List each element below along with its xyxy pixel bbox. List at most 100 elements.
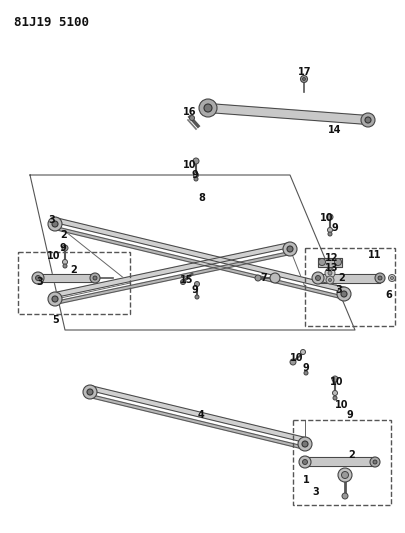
Circle shape	[369, 457, 379, 467]
Bar	[292, 420, 390, 505]
Circle shape	[311, 272, 323, 284]
Circle shape	[331, 376, 337, 382]
Circle shape	[63, 264, 67, 268]
Circle shape	[194, 177, 198, 181]
Circle shape	[189, 116, 194, 120]
Circle shape	[289, 359, 295, 365]
Circle shape	[48, 292, 62, 306]
Polygon shape	[54, 217, 345, 293]
Text: 10: 10	[47, 251, 60, 261]
Polygon shape	[89, 385, 305, 442]
Circle shape	[194, 281, 199, 287]
Circle shape	[327, 232, 331, 236]
Circle shape	[198, 99, 216, 117]
Circle shape	[300, 76, 307, 83]
Text: 9: 9	[60, 243, 66, 253]
Circle shape	[324, 268, 334, 278]
Polygon shape	[90, 394, 305, 449]
Circle shape	[303, 371, 307, 375]
Text: 6: 6	[384, 290, 391, 300]
Polygon shape	[55, 227, 345, 300]
Circle shape	[302, 77, 305, 80]
Circle shape	[377, 276, 381, 280]
Circle shape	[302, 459, 307, 464]
Text: 3: 3	[334, 285, 341, 295]
Polygon shape	[54, 243, 290, 297]
Text: 2: 2	[60, 230, 66, 240]
Circle shape	[328, 279, 331, 281]
Text: 9: 9	[331, 223, 338, 233]
Circle shape	[334, 259, 341, 265]
Circle shape	[32, 272, 44, 284]
Text: 13: 13	[324, 263, 338, 273]
Text: 5: 5	[52, 315, 59, 325]
Circle shape	[325, 276, 333, 284]
Circle shape	[193, 173, 198, 177]
Circle shape	[194, 295, 198, 299]
Text: 10: 10	[183, 160, 196, 170]
Circle shape	[300, 350, 305, 354]
Circle shape	[364, 117, 370, 123]
Text: 16: 16	[183, 107, 196, 117]
Text: 81J19 5100: 81J19 5100	[14, 16, 89, 29]
Text: 3: 3	[311, 487, 318, 497]
Text: 9: 9	[302, 363, 309, 373]
Circle shape	[297, 437, 311, 451]
Text: 14: 14	[327, 125, 341, 135]
Circle shape	[286, 246, 292, 252]
Circle shape	[301, 441, 307, 447]
Bar	[18, 252, 130, 314]
Text: 10: 10	[319, 213, 333, 223]
Circle shape	[298, 456, 310, 468]
Text: 17: 17	[297, 67, 311, 77]
Circle shape	[360, 113, 374, 127]
Text: 12: 12	[324, 253, 338, 263]
Text: 3: 3	[48, 215, 55, 225]
Circle shape	[374, 273, 384, 283]
Circle shape	[340, 291, 346, 297]
Circle shape	[203, 104, 211, 112]
Text: 8: 8	[198, 193, 205, 203]
Circle shape	[341, 472, 347, 479]
Polygon shape	[317, 273, 379, 282]
Circle shape	[341, 493, 347, 499]
Circle shape	[327, 228, 332, 232]
Circle shape	[332, 391, 337, 395]
Circle shape	[192, 158, 198, 164]
Circle shape	[52, 221, 58, 227]
Circle shape	[372, 460, 376, 464]
Circle shape	[87, 389, 93, 395]
Circle shape	[332, 396, 336, 400]
Text: 2: 2	[70, 265, 77, 275]
Circle shape	[93, 276, 97, 280]
Polygon shape	[317, 257, 341, 266]
Text: 9: 9	[192, 285, 198, 295]
Text: 9: 9	[192, 170, 198, 180]
Text: 2: 2	[347, 450, 354, 460]
Text: 4: 4	[198, 410, 204, 420]
Circle shape	[318, 259, 325, 265]
Polygon shape	[55, 252, 290, 304]
Text: 10: 10	[329, 377, 343, 387]
Polygon shape	[304, 457, 374, 466]
Text: 10: 10	[334, 400, 347, 410]
Circle shape	[62, 260, 67, 264]
Text: 9: 9	[346, 410, 353, 420]
Circle shape	[180, 279, 185, 285]
Circle shape	[390, 277, 392, 279]
Text: 1: 1	[302, 475, 309, 485]
Circle shape	[35, 276, 41, 280]
Circle shape	[282, 242, 296, 256]
Circle shape	[315, 276, 320, 280]
Circle shape	[327, 271, 331, 275]
Circle shape	[254, 275, 260, 281]
Text: 3: 3	[36, 277, 43, 287]
Text: 2: 2	[337, 273, 344, 283]
Circle shape	[326, 214, 332, 220]
Circle shape	[90, 273, 100, 283]
Circle shape	[48, 217, 62, 231]
Polygon shape	[38, 274, 95, 282]
Circle shape	[52, 296, 58, 302]
Text: 15: 15	[179, 275, 193, 285]
Bar	[304, 248, 394, 326]
